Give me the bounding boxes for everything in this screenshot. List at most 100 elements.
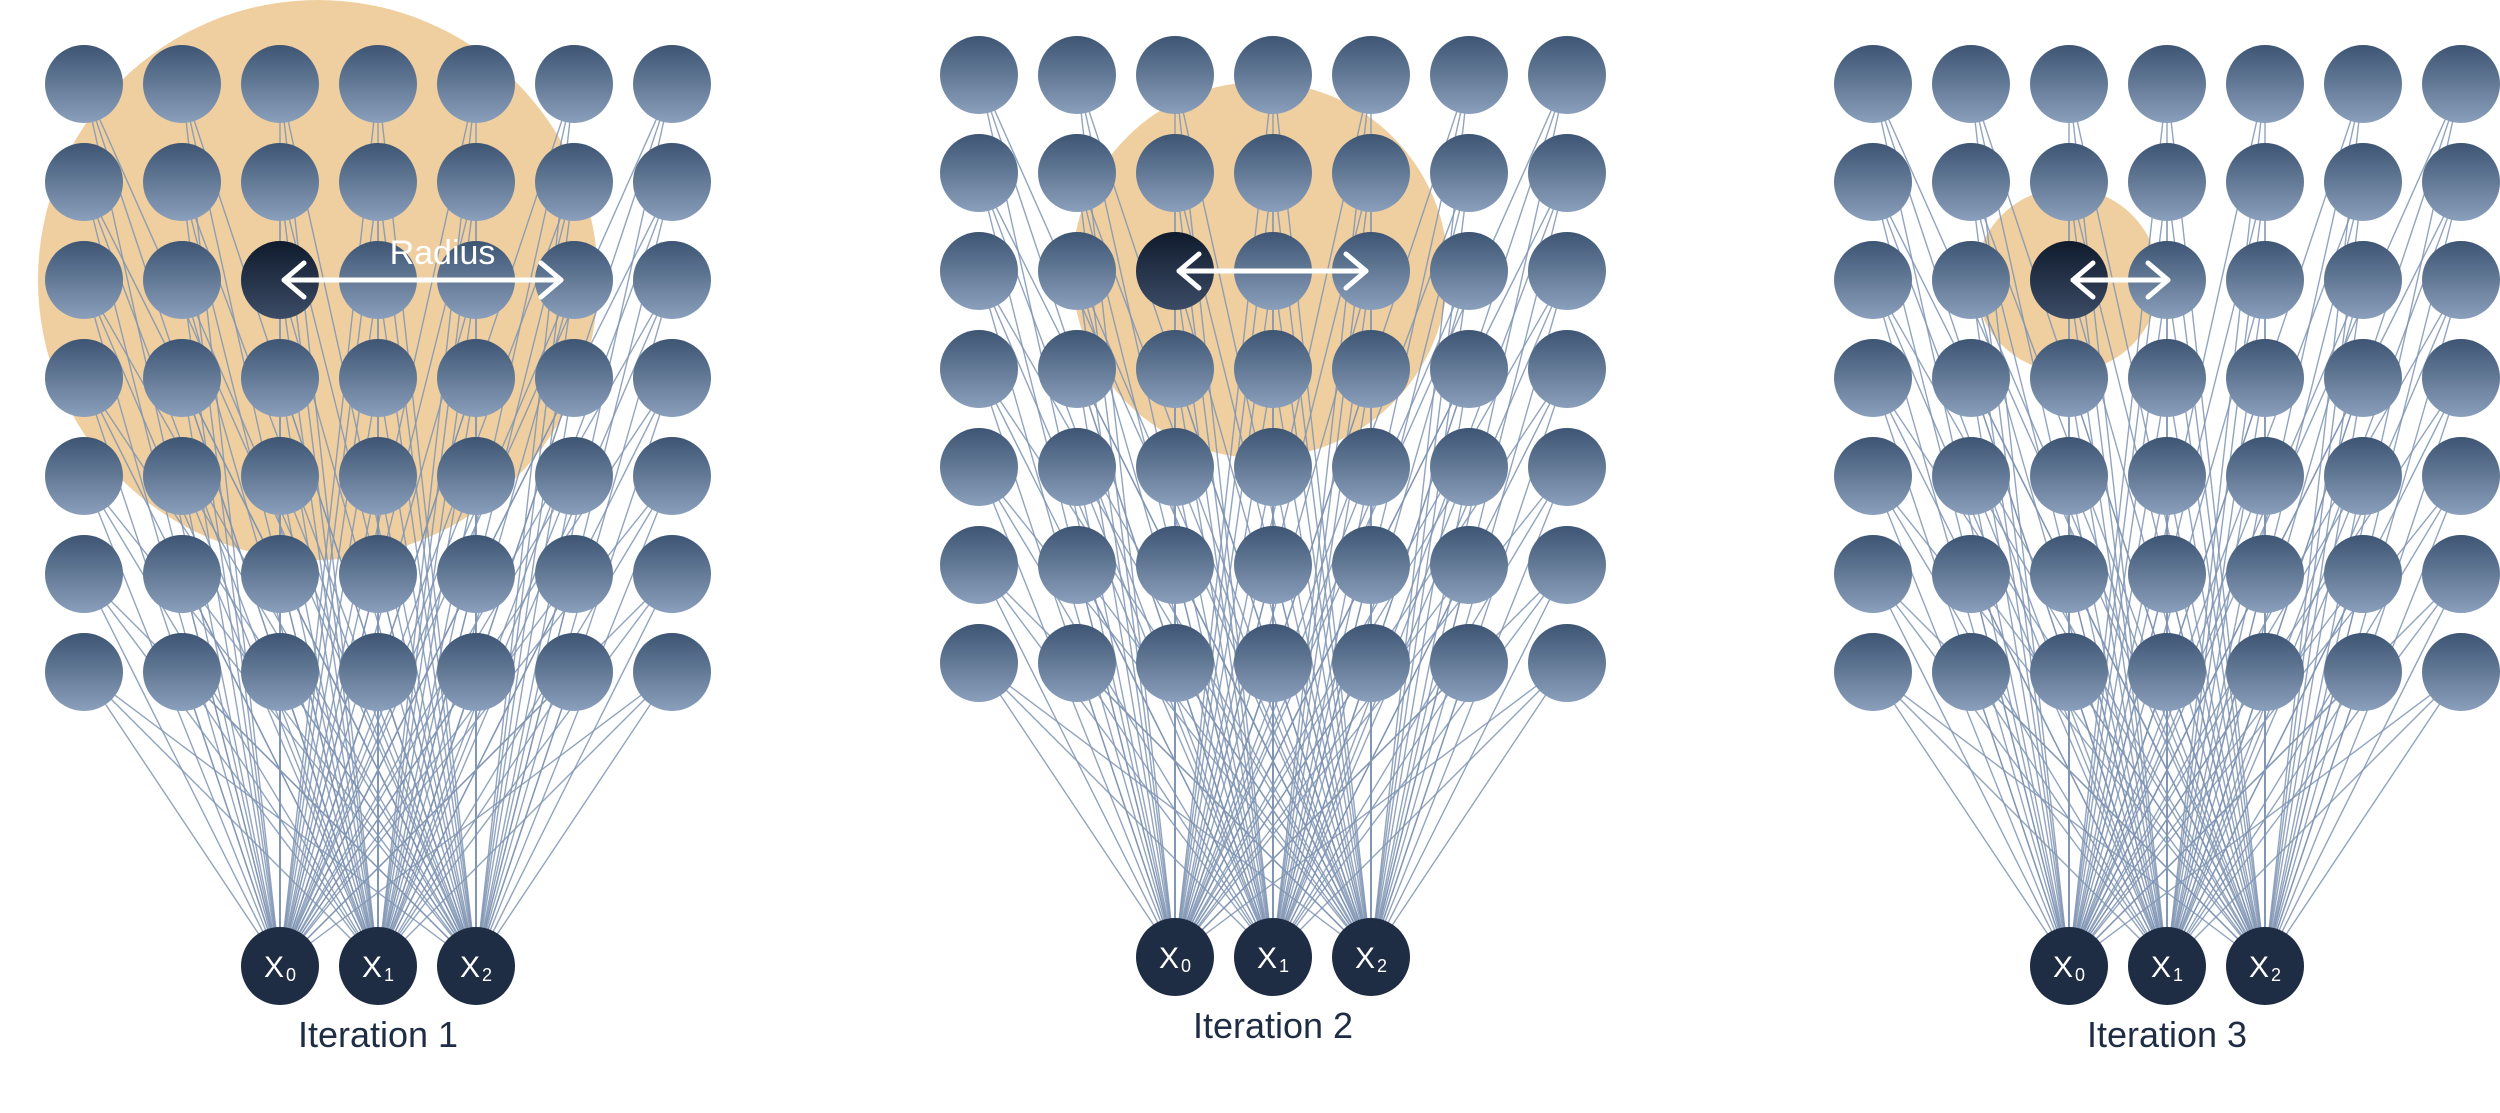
input-node-subscript: 1 xyxy=(2173,965,2183,985)
connection-line xyxy=(475,83,673,967)
connection-line xyxy=(978,662,1274,958)
som-neuron xyxy=(1932,45,2010,123)
connection-line xyxy=(1370,662,1568,958)
radius-label: Radius xyxy=(390,234,496,272)
som-neuron xyxy=(1332,134,1410,212)
som-neuron xyxy=(1430,330,1508,408)
som-neuron xyxy=(1136,330,1214,408)
som-neuron xyxy=(1932,143,2010,221)
connection-line xyxy=(1970,279,2266,967)
som-neuron xyxy=(633,437,711,515)
input-node-label: X xyxy=(2249,951,2269,984)
connection-line xyxy=(1370,74,1568,958)
connection-line xyxy=(181,573,477,967)
som-neuron xyxy=(143,535,221,613)
som-neuron xyxy=(940,624,1018,702)
connection-line xyxy=(1272,662,1372,958)
connection-line xyxy=(1970,181,2266,967)
som-neuron xyxy=(1834,535,1912,613)
connection-line xyxy=(181,671,477,967)
som-neuron xyxy=(143,45,221,123)
som-neuron xyxy=(633,633,711,711)
som-neuron xyxy=(1430,526,1508,604)
som-neuron xyxy=(535,143,613,221)
connection-line xyxy=(1076,564,1372,958)
radius-arrow-right-head xyxy=(1343,251,1369,291)
connection-line xyxy=(978,74,1372,958)
connection-line xyxy=(475,573,673,967)
som-neuron xyxy=(535,45,613,123)
som-grid xyxy=(45,45,711,711)
connection-line xyxy=(181,181,477,967)
som-neuron xyxy=(2226,535,2304,613)
som-neuron xyxy=(2030,437,2108,515)
som-neuron xyxy=(1234,134,1312,212)
connection-line xyxy=(83,671,477,967)
input-node-circle xyxy=(1234,918,1312,996)
som-neuron xyxy=(437,535,515,613)
connection-line xyxy=(1872,671,2168,967)
som-neuron xyxy=(535,437,613,515)
som-neuron xyxy=(1430,232,1508,310)
som-neuron xyxy=(437,437,515,515)
som-neuron xyxy=(339,437,417,515)
connection-line xyxy=(978,662,1176,958)
som-neuron xyxy=(1136,624,1214,702)
input-node-circle xyxy=(2030,927,2108,1005)
connection-line xyxy=(1174,74,1372,958)
som-neuron xyxy=(633,143,711,221)
som-neuron xyxy=(2226,241,2304,319)
som-neuron xyxy=(633,339,711,417)
radius-arrow xyxy=(2070,260,2171,300)
som-neuron xyxy=(1332,36,1410,114)
som-neuron xyxy=(339,633,417,711)
som-neuron xyxy=(2324,437,2402,515)
som-neuron xyxy=(1834,633,1912,711)
som-neuron xyxy=(2128,339,2206,417)
radius-arrow-left-head xyxy=(2070,260,2096,300)
som-neuron xyxy=(1932,437,2010,515)
input-node-label: X xyxy=(460,951,480,984)
connection-line xyxy=(475,83,575,967)
som-neuron xyxy=(339,143,417,221)
som-neuron xyxy=(1332,428,1410,506)
connection-line xyxy=(1370,74,1470,958)
input-node-circle xyxy=(1136,918,1214,996)
som-neuron xyxy=(2324,45,2402,123)
som-neuron xyxy=(241,339,319,417)
connection-line xyxy=(2264,671,2462,967)
som-neuron xyxy=(2226,339,2304,417)
winning-neuron xyxy=(241,241,319,319)
input-node-label: X xyxy=(264,951,284,984)
radius-arrow-right-head xyxy=(538,260,564,300)
input-node-circle xyxy=(2226,927,2304,1005)
som-neuron xyxy=(143,633,221,711)
som-neuron xyxy=(1528,134,1606,212)
som-neuron xyxy=(1038,624,1116,702)
som-neuron xyxy=(2226,633,2304,711)
som-neuron xyxy=(1932,339,2010,417)
som-neuron xyxy=(1932,535,2010,613)
som-neuron xyxy=(1136,134,1214,212)
som-neuron xyxy=(1528,330,1606,408)
connection-line xyxy=(2166,83,2266,967)
radius-arrow-right-head xyxy=(2145,260,2171,300)
input-node-circle xyxy=(2128,927,2206,1005)
som-neuron xyxy=(2422,437,2500,515)
som-neuron xyxy=(1234,526,1312,604)
som-neuron xyxy=(1834,45,1912,123)
connection-line xyxy=(181,475,477,967)
connection-line xyxy=(978,172,1274,958)
connection-line xyxy=(1076,662,1372,958)
connection-line xyxy=(1076,172,1372,958)
input-node-subscript: 0 xyxy=(2075,965,2085,985)
som-neuron xyxy=(535,633,613,711)
connection-line xyxy=(83,573,379,967)
connection-line xyxy=(1370,662,1470,958)
som-neuron xyxy=(2324,633,2402,711)
som-neuron xyxy=(1430,428,1508,506)
connection-line xyxy=(475,671,575,967)
som-neuron xyxy=(143,437,221,515)
som-neuron xyxy=(1234,36,1312,114)
